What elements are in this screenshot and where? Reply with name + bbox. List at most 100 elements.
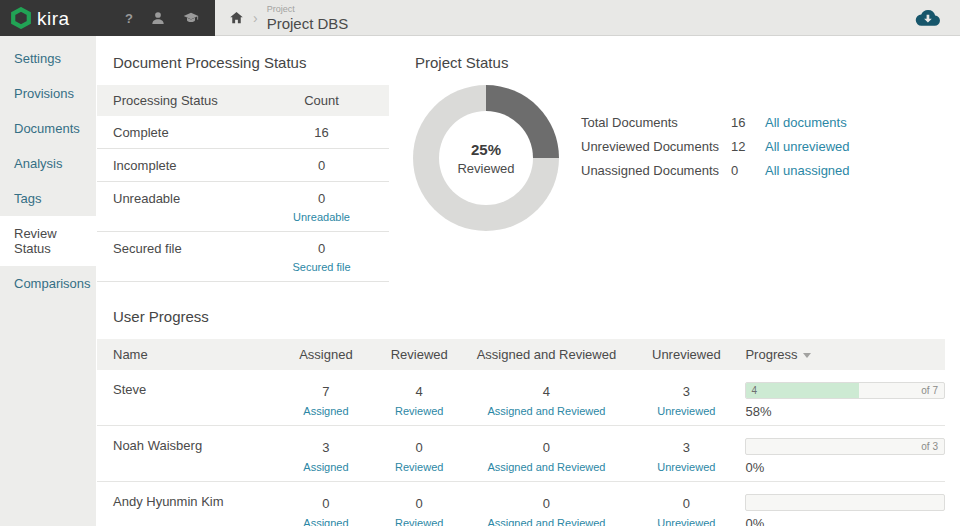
processing-status-label: Incomplete (97, 158, 264, 173)
sort-descending-icon (803, 353, 811, 358)
breadcrumb-separator: › (253, 10, 258, 26)
processing-table: Processing Status Count Complete 16 Inco… (97, 85, 389, 282)
page-title: Project DBS (267, 16, 349, 31)
all-unreviewed-link[interactable]: All unreviewed (765, 139, 850, 154)
user-name: Steve (97, 370, 275, 426)
sidebar-item-tags[interactable]: Tags (0, 181, 96, 216)
assigned-and-reviewed-link[interactable]: Assigned and Reviewed (466, 461, 628, 473)
progress-bar-total: of 3 (921, 441, 938, 452)
top-bar-dark-section: kira ? (0, 0, 215, 36)
secured-file-link[interactable]: Secured file (264, 261, 379, 273)
column-header-count: Count (264, 93, 389, 108)
assigned-link[interactable]: Assigned (279, 405, 373, 417)
processing-status-label: Complete (97, 125, 264, 140)
user-icon[interactable] (150, 10, 166, 26)
reviewed-count: 0 (416, 440, 423, 455)
processing-count: 16 (314, 125, 328, 140)
assigned-count: 3 (322, 440, 329, 455)
main-content: Document Processing Status Processing St… (96, 36, 960, 526)
all-unassigned-link[interactable]: All unassigned (765, 163, 850, 178)
table-row: Incomplete 0 (97, 149, 389, 182)
cloud-download-icon[interactable] (915, 8, 940, 27)
sidebar-item-analysis[interactable]: Analysis (0, 146, 96, 181)
progress-bar: of 3 (745, 438, 945, 455)
table-row: Noah Waisberg 3 Assigned 0 Reviewed 0 Assig… (97, 426, 945, 482)
unreviewed-count: 0 (683, 496, 690, 511)
unreadable-link[interactable]: Unreadable (264, 211, 379, 223)
assigned-and-reviewed-link[interactable]: Assigned and Reviewed (466, 517, 628, 526)
user-name: Noah Waisberg (97, 426, 275, 482)
project-status-stats: Total Documents 16 All documents Unrevie… (581, 115, 850, 231)
sidebar-item-review-status[interactable]: Review Status (0, 216, 96, 266)
user-progress-header-row: Name Assigned Reviewed Assigned and Revi… (97, 339, 945, 370)
project-status-title: Project Status (415, 54, 945, 71)
kira-logo: kira (10, 7, 70, 29)
column-header-assigned: Assigned (275, 339, 377, 370)
column-header-assigned-and-reviewed: Assigned and Reviewed (462, 339, 632, 370)
progress-bar-total: of 7 (921, 385, 938, 396)
assigned-and-reviewed-link[interactable]: Assigned and Reviewed (466, 405, 628, 417)
brand-name: kira (37, 9, 70, 28)
home-icon[interactable] (229, 10, 244, 25)
user-progress-title: User Progress (113, 308, 945, 325)
unreviewed-link[interactable]: Unreviewed (635, 405, 737, 417)
stat-value: 16 (731, 115, 765, 130)
progress-percent: 0% (745, 516, 945, 526)
breadcrumb: Project Project DBS (267, 5, 349, 31)
table-row: Andy Hyunmin Kim 0Assigned 0Reviewed 0As… (97, 482, 945, 526)
assigned-and-reviewed-count: 0 (543, 440, 550, 455)
stat-label: Unassigned Documents (581, 163, 731, 178)
sidebar-item-settings[interactable]: Settings (0, 41, 96, 76)
reviewed-link[interactable]: Reviewed (381, 461, 458, 473)
user-name: Andy Hyunmin Kim (97, 482, 275, 526)
user-progress-section: User Progress Name Assigned Reviewed Ass… (97, 308, 945, 526)
progress-bar (745, 494, 945, 511)
unreviewed-count: 3 (683, 440, 690, 455)
processing-count: 0 (318, 241, 325, 256)
sidebar-item-documents[interactable]: Documents (0, 111, 96, 146)
reviewed-donut-chart: 25% Reviewed (413, 85, 559, 231)
user-progress-table: Name Assigned Reviewed Assigned and Revi… (97, 339, 945, 526)
sidebar: Settings Provisions Documents Analysis T… (0, 36, 96, 526)
education-icon[interactable] (183, 10, 199, 26)
column-header-processing-status: Processing Status (97, 93, 264, 108)
progress-bar: 4 of 7 (745, 382, 945, 399)
stat-value: 0 (731, 163, 765, 178)
assigned-link[interactable]: Assigned (279, 461, 373, 473)
unreviewed-link[interactable]: Unreviewed (635, 517, 737, 526)
progress-percent: 0% (745, 460, 945, 475)
help-icon[interactable]: ? (125, 11, 133, 26)
assigned-count: 7 (322, 384, 329, 399)
donut-label: Reviewed (457, 161, 514, 176)
column-header-reviewed: Reviewed (377, 339, 462, 370)
top-bar-light-section: › Project Project DBS (215, 0, 960, 36)
stat-value: 12 (731, 139, 765, 154)
sidebar-item-comparisons[interactable]: Comparisons (0, 266, 96, 301)
donut-percent: 25% (471, 141, 501, 158)
assigned-link[interactable]: Assigned (279, 517, 373, 526)
assigned-count: 0 (322, 496, 329, 511)
reviewed-link[interactable]: Reviewed (381, 405, 458, 417)
kira-hexagon-icon (10, 7, 32, 29)
progress-bar-fill (746, 383, 859, 398)
all-documents-link[interactable]: All documents (765, 115, 847, 130)
progress-percent: 58% (745, 404, 945, 419)
processing-count: 0 (318, 191, 325, 206)
sidebar-item-provisions[interactable]: Provisions (0, 76, 96, 111)
stat-row: Unassigned Documents 0 All unassigned (581, 163, 850, 178)
column-header-progress-sort[interactable]: Progress (741, 339, 945, 370)
stat-row: Total Documents 16 All documents (581, 115, 850, 130)
top-bar: kira ? › Project Project DBS (0, 0, 960, 36)
column-header-unreviewed: Unreviewed (631, 339, 741, 370)
table-row: Steve 7Assigned 4Reviewed 4Assigned and … (97, 370, 945, 426)
stat-label: Unreviewed Documents (581, 139, 731, 154)
breadcrumb-section-label: Project (267, 5, 349, 14)
stat-label: Total Documents (581, 115, 731, 130)
column-header-name: Name (97, 339, 275, 370)
document-processing-status-section: Document Processing Status Processing St… (97, 48, 389, 282)
processing-count: 0 (318, 158, 325, 173)
unreviewed-link[interactable]: Unreviewed (635, 461, 737, 473)
processing-status-label: Unreadable (97, 191, 264, 223)
reviewed-link[interactable]: Reviewed (381, 517, 458, 526)
processing-status-label: Secured file (97, 241, 264, 273)
